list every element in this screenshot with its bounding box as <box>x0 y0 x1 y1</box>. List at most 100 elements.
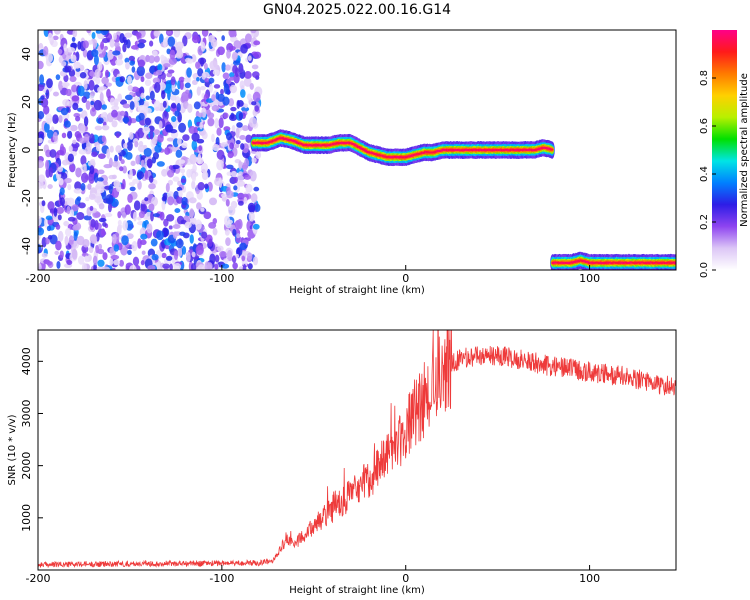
noise-cell <box>241 125 249 132</box>
noise-cell <box>171 115 177 123</box>
noise-cell <box>168 225 173 230</box>
noise-cell <box>40 97 49 108</box>
noise-cell <box>70 209 75 218</box>
noise-cell <box>152 152 160 160</box>
noise-cell <box>170 95 177 101</box>
noise-cell <box>232 60 241 66</box>
noise-cell <box>214 254 220 263</box>
noise-cell <box>89 133 95 144</box>
noise-cell <box>89 165 95 175</box>
noise-cell <box>112 160 119 168</box>
noise-cell <box>95 30 102 34</box>
noise-cell <box>136 171 145 180</box>
noise-cell <box>129 60 135 66</box>
noise-cell <box>198 145 203 152</box>
noise-cell <box>226 249 233 260</box>
noise-cell <box>143 147 152 157</box>
noise-cell <box>119 110 126 116</box>
noise-cell <box>204 78 211 83</box>
noise-cell <box>86 30 92 34</box>
noise-cell <box>47 201 55 211</box>
noise-cell <box>39 74 45 85</box>
noise-cell <box>41 236 47 248</box>
noise-cell <box>233 185 238 191</box>
noise-cell <box>182 134 190 141</box>
noise-cell <box>209 60 218 71</box>
noise-cell <box>166 214 175 222</box>
noise-cell <box>176 195 183 204</box>
noise-cell <box>84 255 89 263</box>
noise-cell <box>175 238 184 249</box>
noise-cell <box>197 181 205 191</box>
noise-cell <box>77 85 85 97</box>
noise-cell <box>65 88 72 97</box>
noise-cell <box>93 54 99 66</box>
noise-cell <box>52 91 59 97</box>
noise-cell <box>152 77 160 84</box>
noise-cell <box>248 117 258 128</box>
noise-cell <box>141 250 146 255</box>
noise-cell <box>177 137 182 146</box>
noise-cell <box>38 84 45 92</box>
noise-cell <box>102 222 107 227</box>
snr-series-line <box>38 330 676 568</box>
noise-cell <box>101 124 110 131</box>
snr-x-tick-label: 0 <box>402 572 409 585</box>
noise-cell <box>226 164 234 170</box>
noise-cell <box>242 162 248 172</box>
noise-cell <box>59 197 65 207</box>
ridge-cell <box>550 148 554 151</box>
noise-cell <box>177 246 183 257</box>
noise-cell <box>208 83 214 93</box>
noise-cell <box>88 193 96 200</box>
noise-cell <box>211 94 216 102</box>
noise-cell <box>76 196 82 202</box>
noise-cell <box>191 172 197 183</box>
noise-cell <box>38 215 42 226</box>
noise-cell <box>111 109 118 118</box>
noise-cell <box>144 117 152 126</box>
noise-cell <box>58 115 63 123</box>
noise-cell <box>98 53 106 58</box>
noise-cell <box>196 202 202 210</box>
noise-cell <box>113 244 120 252</box>
spectrogram-y-ticks: -40 -20 0 20 40 <box>20 47 43 255</box>
noise-cell <box>126 39 131 49</box>
noise-cell <box>220 142 229 147</box>
noise-cell <box>111 105 120 111</box>
noise-cell <box>250 193 258 203</box>
noise-cell <box>130 45 139 50</box>
noise-cell <box>184 82 191 89</box>
noise-cell <box>85 100 91 111</box>
spectrogram-x-tick-label: -100 <box>209 272 234 285</box>
noise-cell <box>96 144 101 152</box>
noise-cell <box>173 250 179 261</box>
noise-cell <box>201 231 208 239</box>
noise-cell <box>63 43 68 52</box>
noise-cell <box>48 167 53 178</box>
noise-cell <box>102 180 108 186</box>
noise-cell <box>85 196 90 202</box>
noise-cell <box>251 64 259 70</box>
noise-cell <box>252 223 260 230</box>
noise-cell <box>125 61 130 70</box>
noise-cell <box>154 106 160 112</box>
noise-cell <box>168 57 178 65</box>
noise-cell <box>184 221 192 229</box>
noise-cell <box>199 121 203 130</box>
noise-cell <box>93 172 99 183</box>
noise-cell <box>46 78 53 89</box>
noise-cell <box>142 126 151 134</box>
noise-cell <box>153 129 161 136</box>
noise-cell <box>228 98 235 107</box>
snr-y-tick-label: 4000 <box>20 347 33 375</box>
noise-cell <box>173 263 182 270</box>
noise-cell <box>73 61 81 69</box>
noise-cell <box>124 204 131 215</box>
noise-cell <box>163 83 173 94</box>
noise-cell <box>99 86 107 91</box>
noise-cell <box>148 175 154 183</box>
noise-cell <box>216 149 225 160</box>
noise-cell <box>82 48 88 58</box>
noise-cell <box>112 174 117 180</box>
